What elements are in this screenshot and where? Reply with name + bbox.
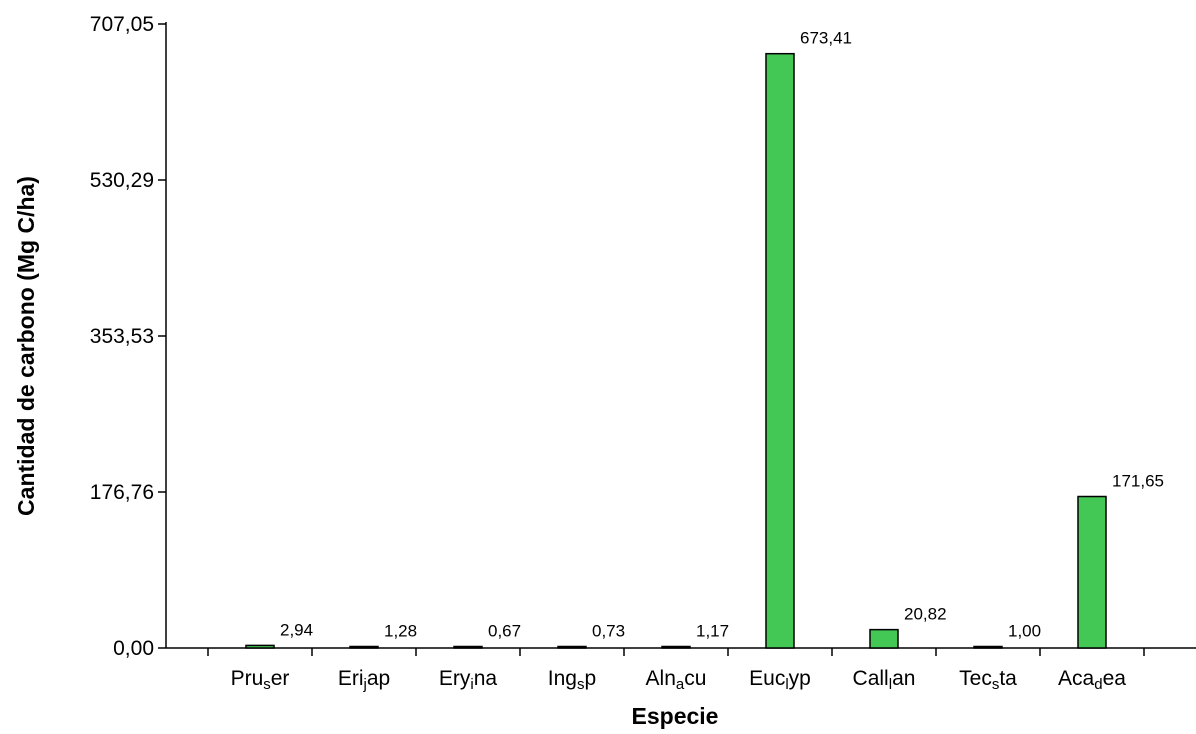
x-tick-label: Pruser — [231, 667, 290, 693]
y-tick-label: 176,76 — [90, 481, 154, 504]
bar — [1077, 495, 1107, 649]
x-tick-label: Acadea — [1058, 667, 1126, 693]
data-label: 673,41 — [800, 29, 852, 48]
data-label: 2,94 — [280, 620, 313, 639]
x-tick-label: Euclyp — [749, 667, 811, 693]
x-tick-label: Eryina — [439, 667, 498, 693]
bar — [349, 645, 379, 649]
x-tick-label: Alnacu — [646, 667, 707, 693]
x-tick-label: Tecsta — [959, 667, 1017, 693]
y-tick-label: 530,29 — [90, 169, 154, 192]
data-label: 0,73 — [592, 622, 625, 641]
bar — [661, 645, 691, 649]
y-tick-label: 353,53 — [90, 325, 154, 348]
data-label: 20,82 — [904, 605, 947, 624]
bar — [765, 52, 795, 649]
data-label: 171,65 — [1112, 472, 1164, 491]
bar — [453, 645, 483, 649]
data-label: 1,17 — [696, 622, 729, 641]
bar — [557, 645, 587, 649]
bar — [245, 644, 275, 649]
bar — [869, 628, 899, 649]
data-label: 1,28 — [384, 622, 417, 641]
data-label: 0,67 — [488, 622, 521, 641]
x-tick-label: Calllan — [853, 667, 916, 693]
y-tick-label: 707,05 — [90, 13, 154, 36]
x-axis-title: Especie — [632, 703, 719, 729]
y-tick-label: 0,00 — [113, 637, 154, 660]
x-tick-label: Ingsp — [548, 667, 596, 693]
y-axis-title: Cantidad de carbono (Mg C/ha) — [13, 176, 39, 516]
bar — [973, 645, 1003, 649]
x-tick-label: Erijap — [338, 667, 390, 693]
data-label: 1,00 — [1008, 622, 1041, 641]
